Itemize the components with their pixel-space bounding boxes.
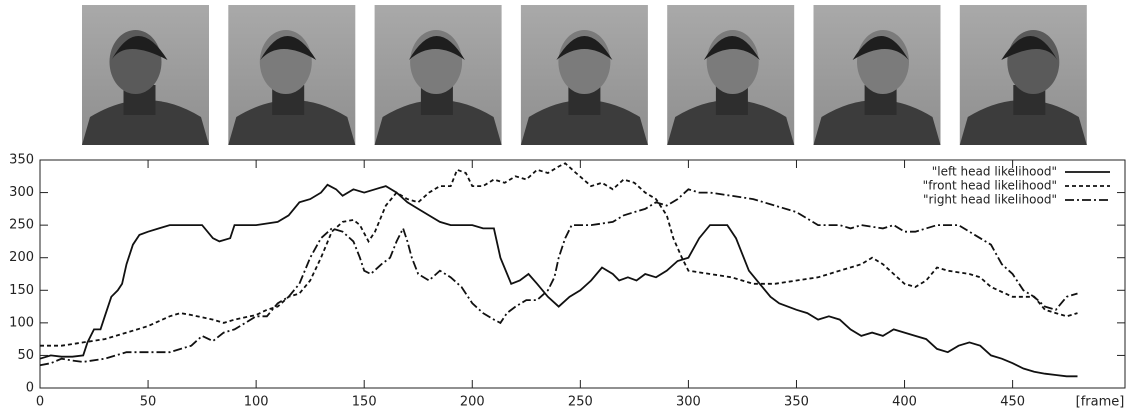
y-tick-label: 250 [9,218,34,233]
x-tick-label: 200 [460,395,485,410]
y-tick-label: 350 [9,153,34,168]
photo-hair [260,36,317,60]
photo [228,5,356,145]
x-tick-label: 100 [244,395,269,410]
photo-body [374,100,502,145]
photo-body [813,100,941,145]
photo-hair [111,36,168,60]
series-line [39,183,1078,378]
photo-hair [852,36,909,60]
legend-label: "front head likelihood" [923,179,1057,193]
series-line [40,162,1078,347]
photo-hair [408,36,465,60]
y-tick-label: 300 [9,185,34,200]
y-tick-label: 150 [9,283,34,298]
x-tick-label: 250 [568,395,593,410]
photo-hair [1001,36,1058,60]
photo [813,5,941,145]
x-tick-label: 150 [352,395,377,410]
photo-hair [556,36,613,60]
series-line [39,188,1078,367]
x-tick-label: 350 [784,395,809,410]
photo-body [959,100,1087,145]
x-tick-label: 0 [36,395,44,410]
legend-label: "right head likelihood" [923,193,1057,207]
y-tick-label: 0 [26,381,34,396]
x-axis-label: [frame] [1076,395,1125,410]
photo [667,5,795,145]
photo-body [520,100,648,145]
photo [520,5,648,145]
photo-body [667,100,795,145]
photo [82,5,209,145]
plot-frame [39,159,1126,389]
photo-strip [82,5,1087,145]
photo [959,5,1087,145]
x-tick-label: 50 [140,395,157,410]
y-tick-label: 50 [17,348,34,363]
x-tick-label: 300 [676,395,701,410]
photo-body [82,100,209,145]
photo-hair [703,36,760,60]
photo [374,5,502,145]
y-tick-label: 200 [9,250,34,265]
x-tick-label: 400 [892,395,917,410]
x-tick-label: 450 [1000,395,1025,410]
y-tick-label: 100 [9,315,34,330]
photo-body [228,100,356,145]
legend-label: "left head likelihood" [932,165,1057,179]
